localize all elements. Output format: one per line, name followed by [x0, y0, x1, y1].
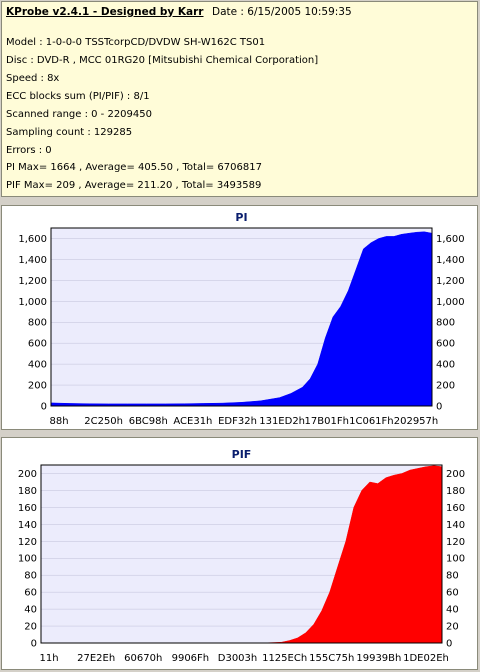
pif-y-tick-label-right: 40	[446, 605, 459, 616]
pif-y-tick-label-left: 40	[24, 605, 37, 616]
pif-y-tick-label-left: 180	[18, 486, 37, 497]
pif-y-tick-label-right: 140	[446, 520, 465, 531]
pi-chart-title: PI	[235, 211, 247, 224]
pi-y-tick-label-right: 1,400	[436, 255, 465, 266]
pif-x-tick-label: 1DE02Eh	[403, 653, 449, 664]
pi-series-area	[50, 231, 433, 407]
pi-y-tick-label-left: 1,200	[18, 276, 47, 287]
sampling-count-line: Sampling count : 129285	[6, 127, 133, 138]
pi-plot-border	[50, 227, 433, 407]
pi-y-tick-label-left: 1,600	[18, 234, 47, 245]
pif-y-tick-label-right: 60	[446, 588, 459, 599]
pif-x-tick-label: 9906Fh	[172, 653, 210, 664]
pi-x-tick-label: ACE31h	[173, 416, 212, 427]
pi-x-tick-label: 2C250h	[84, 416, 123, 427]
pif-y-tick-label-right: 200	[446, 469, 465, 480]
scan-date: Date : 6/15/2005 10:59:35	[212, 6, 352, 18]
pif-y-tick-label-left: 60	[24, 588, 37, 599]
scanned-range-line: Scanned range : 0 - 2209450	[6, 109, 152, 120]
pif-chart-panel: PIF 0 0 20 20 40 40 60 60 80 80 100 100 120 120 140 140 1…	[1, 437, 478, 670]
speed-line: Speed : 8x	[6, 73, 60, 84]
pi-chart: PI 0 0 200 200 400 400 600 600 800 800 1,000 1,000 1,…	[18, 211, 465, 427]
ecc-sum-line: ECC blocks sum (PI/PIF) : 8/1	[6, 91, 150, 102]
pif-x-tick-label: 155C75h	[309, 653, 354, 664]
pif-y-tick-label-left: 80	[24, 571, 37, 582]
pif-chart-title: PIF	[232, 448, 252, 461]
pif-y-tick-label-right: 100	[446, 554, 465, 565]
pi-y-tick-label-right: 1,200	[436, 276, 465, 287]
pif-y-tick-label-left: 100	[18, 554, 37, 565]
disc-line: Disc : DVD-R , MCC 01RG20 [Mitsubishi Ch…	[6, 55, 319, 66]
pi-y-tick-label-right: 600	[436, 339, 455, 350]
pif-y-tick-label-left: 140	[18, 520, 37, 531]
pif-stats-line: PIF Max= 209 , Average= 211.20 , Total= …	[6, 180, 262, 191]
pif-y-tick-label-left: 160	[18, 503, 37, 514]
pi-y-tick-label-right: 1,000	[436, 297, 465, 308]
pi-x-tick-label: 17B01Fh	[305, 416, 349, 427]
pif-y-tick-label-left: 200	[18, 469, 37, 480]
pi-y-tick-label-right: 0	[436, 402, 442, 413]
pif-x-tick-label: 11h	[39, 653, 58, 664]
pi-y-tick-label-right: 200	[436, 381, 455, 392]
pif-x-tick-label: 1125ECh	[262, 653, 307, 664]
pi-y-tick-label-right: 400	[436, 360, 455, 371]
pi-y-tick-label-right: 800	[436, 318, 455, 329]
errors-line: Errors : 0	[6, 145, 52, 156]
pi-y-tick-label-left: 200	[28, 381, 47, 392]
pi-y-tick-label-left: 800	[28, 318, 47, 329]
pi-y-tick-label-left: 600	[28, 339, 47, 350]
pif-y-tick-label-left: 120	[18, 537, 37, 548]
pif-x-tick-label: 27E2Eh	[77, 653, 115, 664]
pif-y-tick-label-right: 20	[446, 622, 459, 633]
pi-x-tick-label: EDF32h	[218, 416, 257, 427]
pi-y-tick-label-right: 1,600	[436, 234, 465, 245]
pif-y-tick-label-right: 0	[446, 639, 452, 650]
app-title: KProbe v2.4.1 - Designed by Karr	[6, 6, 204, 18]
model-line: Model : 1-0-0-0 TSSTcorpCD/DVDW SH-W162C…	[6, 37, 266, 48]
pi-x-tick-label: 131ED2h	[259, 416, 305, 427]
pif-y-tick-label-right: 120	[446, 537, 465, 548]
pif-y-tick-label-left: 0	[31, 639, 37, 650]
pi-x-tick-label: 202957h	[394, 416, 439, 427]
pif-chart: PIF 0 0 20 20 40 40 60 60 80 80 100 100 120 120 140 140 1…	[18, 448, 465, 664]
pif-x-tick-label: 60670h	[124, 653, 162, 664]
pif-x-tick-label: 19939Bh	[356, 653, 401, 664]
pi-y-tick-label-left: 400	[28, 360, 47, 371]
pi-x-tick-label: 1C061Fh	[349, 416, 394, 427]
pi-y-tick-label-left: 1,000	[18, 297, 47, 308]
pif-y-tick-label-right: 160	[446, 503, 465, 514]
pi-y-tick-label-left: 1,400	[18, 255, 47, 266]
pi-x-tick-label: 88h	[49, 416, 68, 427]
pi-y-tick-label-left: 0	[41, 402, 47, 413]
pi-chart-panel: PI 0 0 200 200 400 400 600 600 800 800 1,000 1,000 1,…	[1, 205, 478, 430]
pi-stats-line: PI Max= 1664 , Average= 405.50 , Total= …	[6, 162, 262, 173]
disc-info-panel: KProbe v2.4.1 - Designed by Karr Date : …	[1, 1, 478, 197]
pif-y-tick-label-right: 80	[446, 571, 459, 582]
pif-plot-border	[40, 464, 443, 644]
pif-y-tick-label-left: 20	[24, 622, 37, 633]
pif-y-tick-label-right: 180	[446, 486, 465, 497]
pi-x-tick-label: 6BC98h	[129, 416, 168, 427]
pif-x-tick-label: D3003h	[218, 653, 258, 664]
